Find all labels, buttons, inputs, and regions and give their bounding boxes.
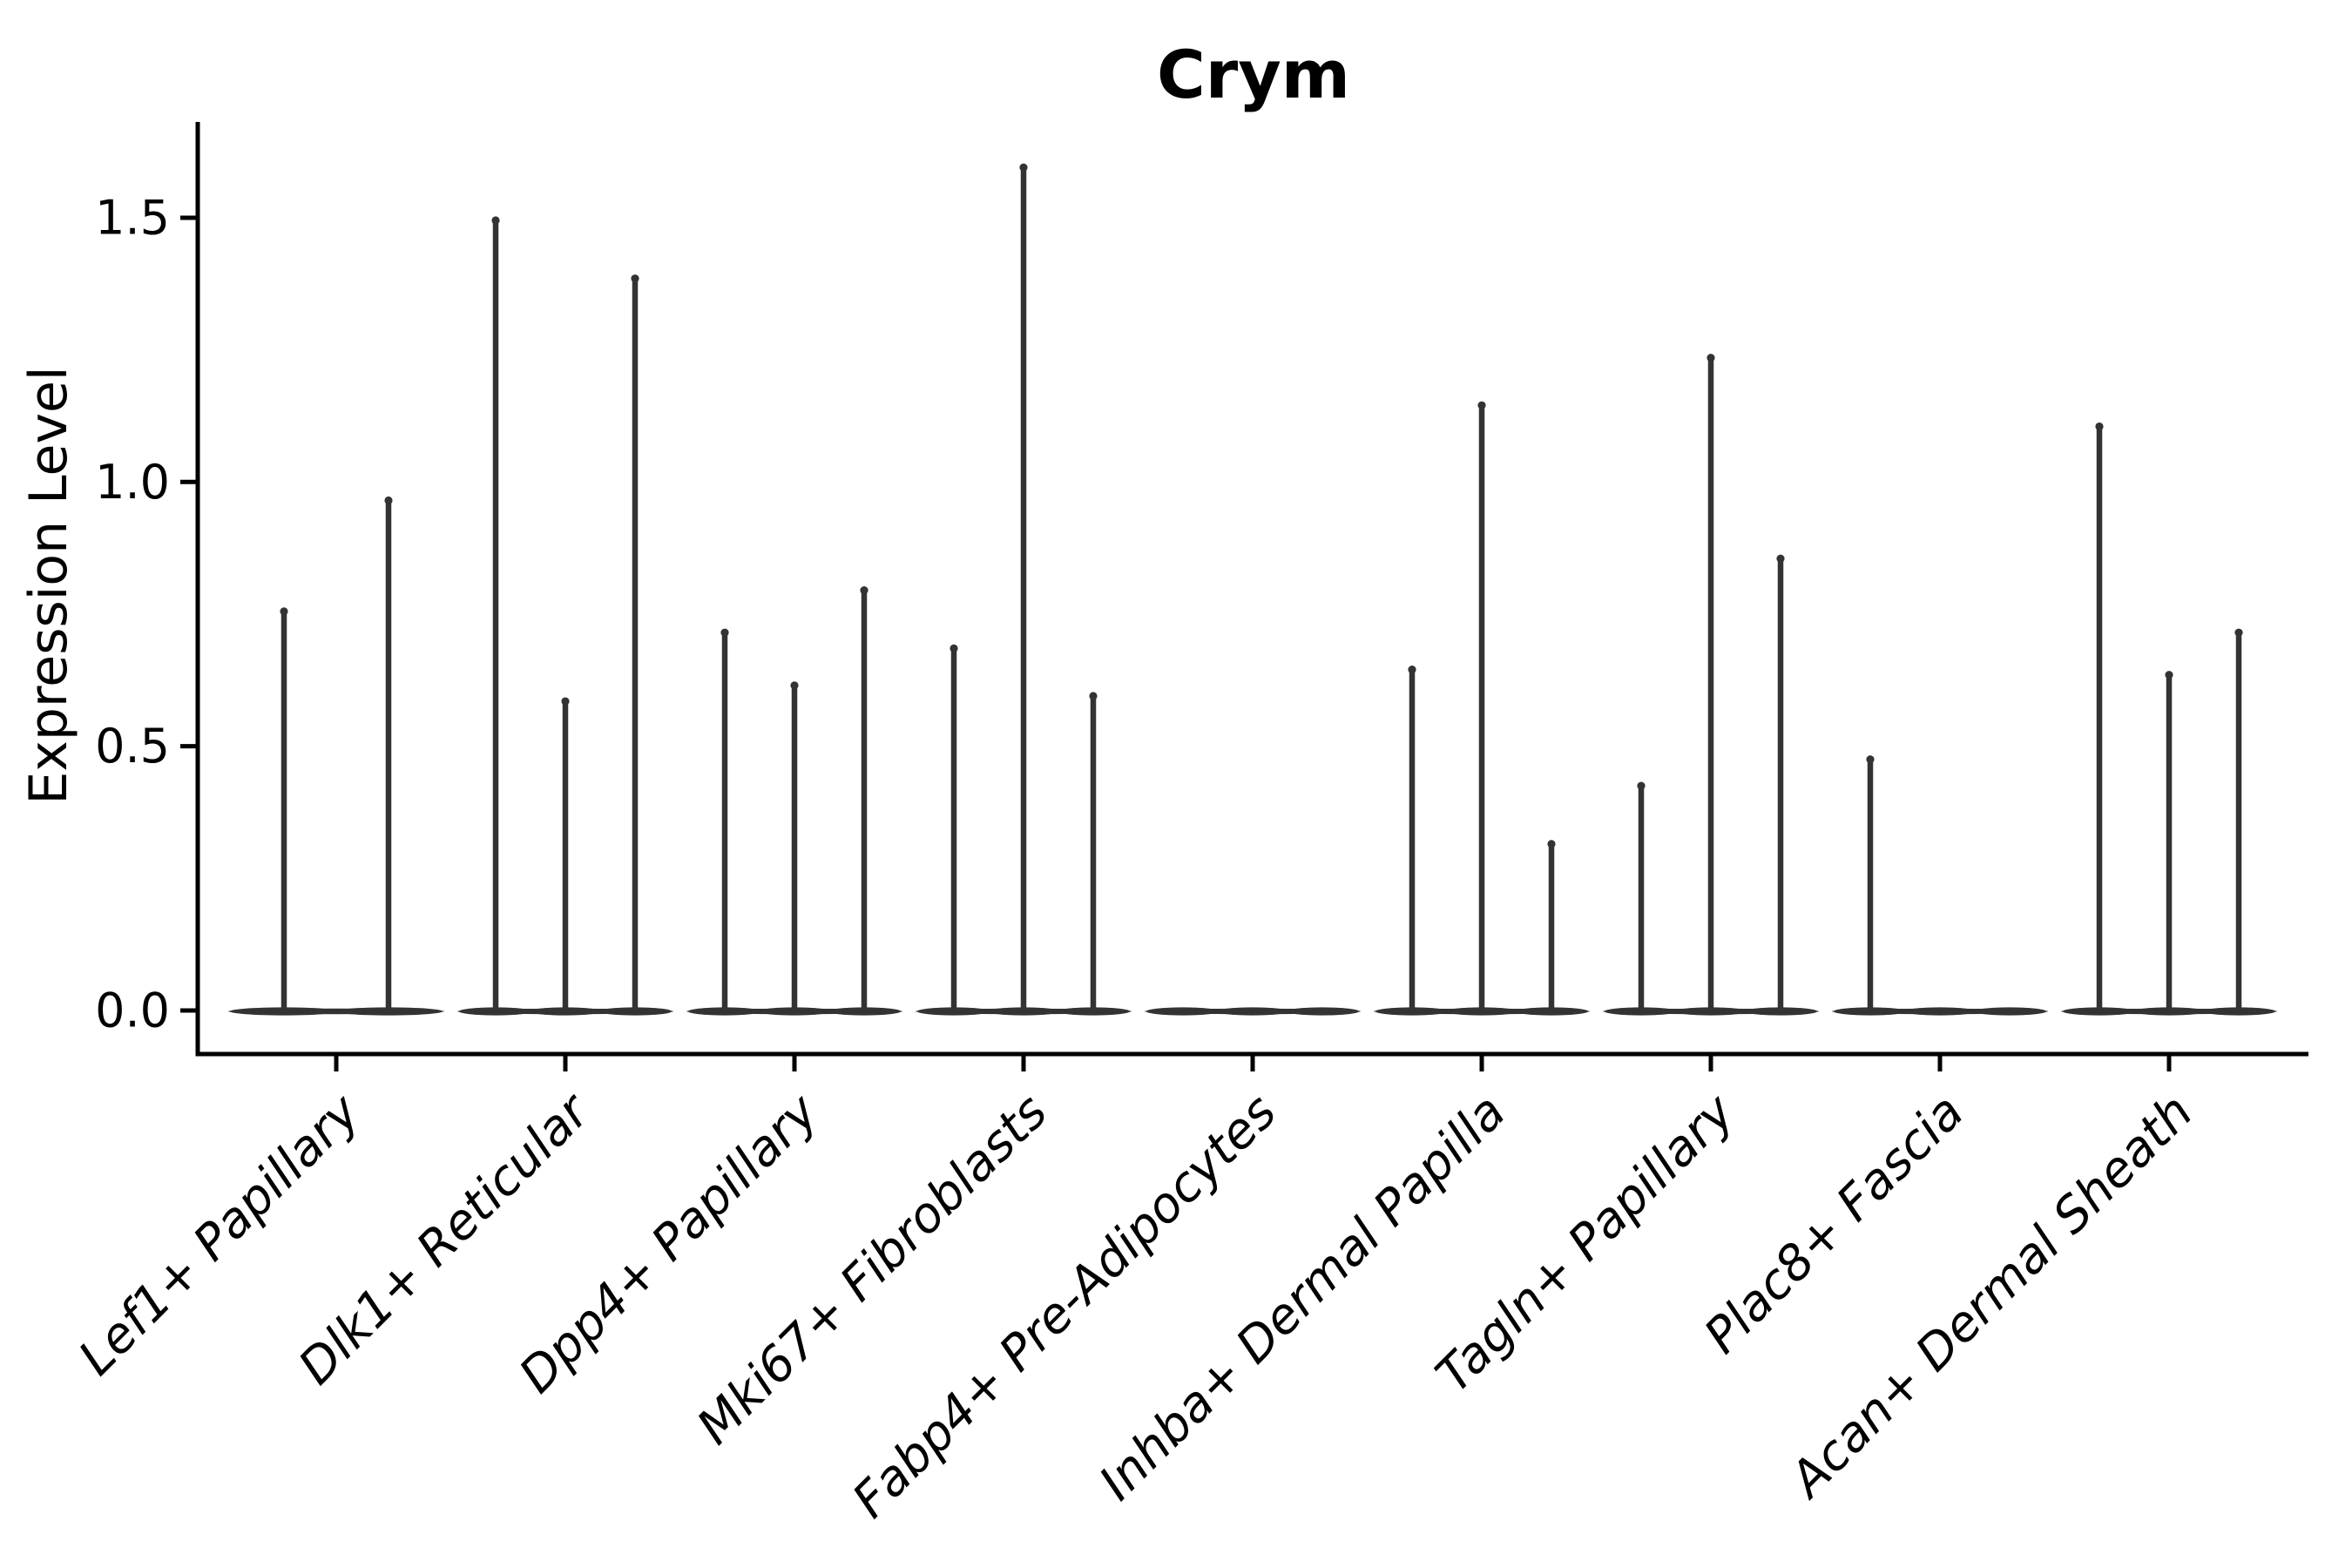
violin-base (1903, 1007, 1977, 1016)
violin-group (457, 216, 673, 1016)
y-tick-label: 1.0 (95, 455, 170, 510)
violin-spike-tip (1866, 755, 1875, 764)
violin-spike-tip (2095, 422, 2104, 431)
violin-spike-tip (2234, 628, 2243, 637)
violin-spike-tip (280, 607, 288, 616)
violin-spike-tip (1408, 666, 1416, 674)
violin-spike-tip (720, 628, 729, 637)
violin-spike-tip (491, 216, 500, 225)
violin-spike-tip (2165, 671, 2173, 679)
x-tick-label: Fabp4+ Pre-Adipocytes (842, 1084, 1288, 1529)
violin-group (2061, 422, 2277, 1016)
violin-base (1146, 1007, 1220, 1016)
y-axis-ticks: 0.0 0.5 1.0 1.5 (95, 190, 198, 1038)
violin-spike-tip (1477, 401, 1486, 409)
violin-base (1973, 1007, 2046, 1016)
violin-group (228, 496, 444, 1016)
violin-spike-tip (631, 274, 639, 283)
violin-group (1603, 354, 1819, 1016)
violin-spike-tip (1707, 354, 1715, 362)
violin-spike-tip (790, 681, 799, 690)
violin-group (1832, 755, 2048, 1016)
violin-base (1286, 1007, 1359, 1016)
axes-spines (195, 122, 2308, 1057)
violin-spike-tip (384, 496, 393, 505)
x-tick-label: Inhba+ Dermal Papilla (1089, 1084, 1517, 1511)
violin-spike-tip (1019, 163, 1028, 172)
violin-spike-tip (561, 697, 570, 706)
violin-spike-tip (1089, 692, 1098, 700)
x-tick-label: Acan+ Dermal Sheath (1778, 1084, 2204, 1510)
violin-spike-tip (950, 644, 958, 652)
y-tick-label: 0.0 (95, 983, 170, 1038)
violin-group (686, 586, 902, 1016)
violin-base (1216, 1007, 1289, 1016)
violin-spike-tip (860, 586, 868, 595)
violins-layer (228, 163, 2277, 1016)
violin-spike-tip (1776, 554, 1785, 563)
violin-group (916, 163, 1132, 1016)
violin-group (1374, 401, 1590, 1016)
violin-group (1145, 1007, 1361, 1016)
y-tick-label: 0.5 (95, 719, 170, 774)
y-tick-label: 1.5 (95, 190, 170, 245)
violin-spike-tip (1547, 840, 1556, 848)
y-axis-label: Expression Level (18, 366, 79, 804)
chart-title: Crym (1157, 36, 1350, 113)
violin-spike-tip (1637, 781, 1646, 790)
